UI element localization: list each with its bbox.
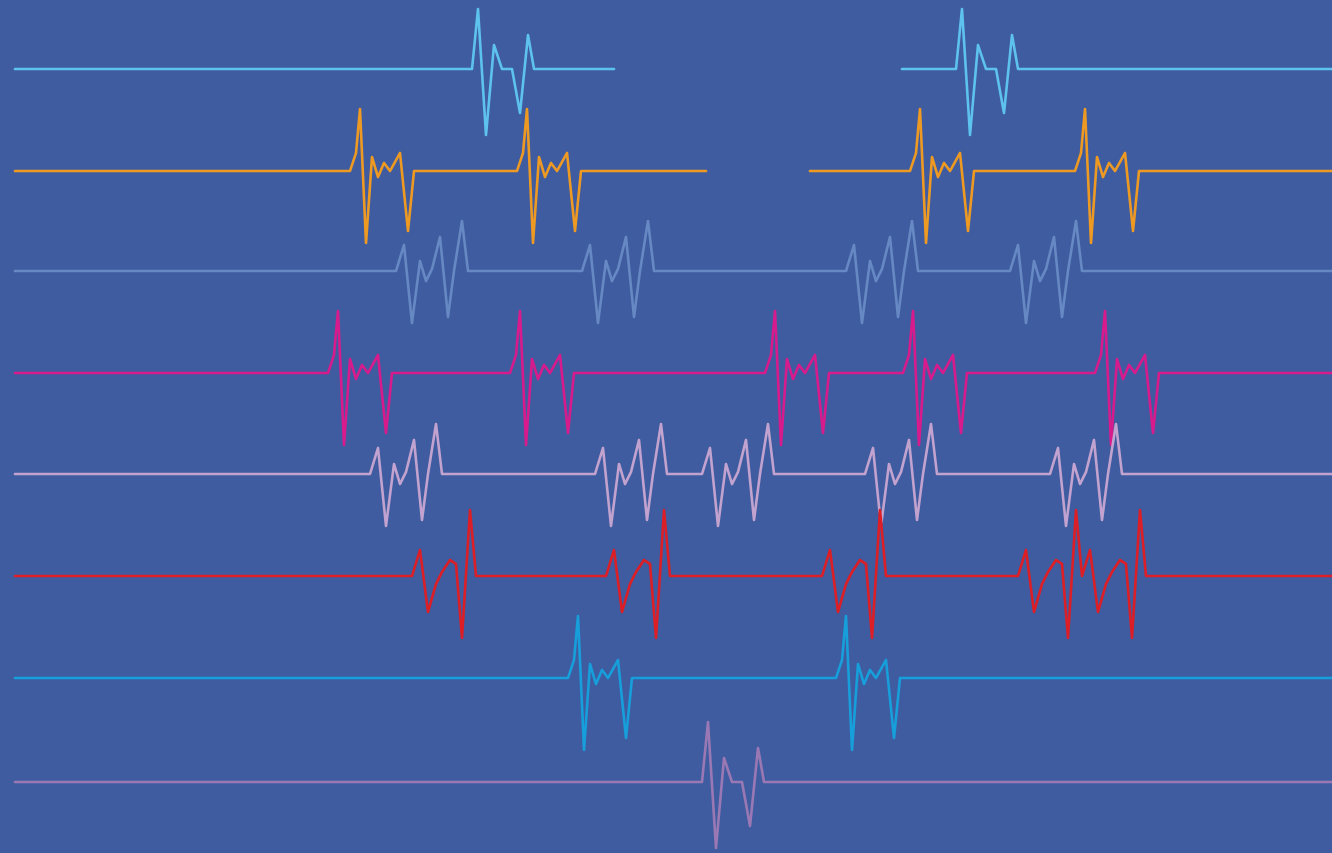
- trace-light-blue-segment-2: [900, 7, 1332, 137]
- trace-light-blue-segment-1: [13, 7, 616, 137]
- trace-cyan: [13, 614, 1332, 752]
- trace-violet: [13, 720, 1332, 850]
- trace-slate-blue: [13, 219, 1332, 325]
- trace-lavender: [13, 422, 1332, 528]
- trace-orange-segment-1: [13, 107, 708, 245]
- trace-orange-segment-2: [808, 107, 1332, 245]
- trace-red: [13, 508, 1332, 640]
- trace-magenta: [13, 309, 1332, 447]
